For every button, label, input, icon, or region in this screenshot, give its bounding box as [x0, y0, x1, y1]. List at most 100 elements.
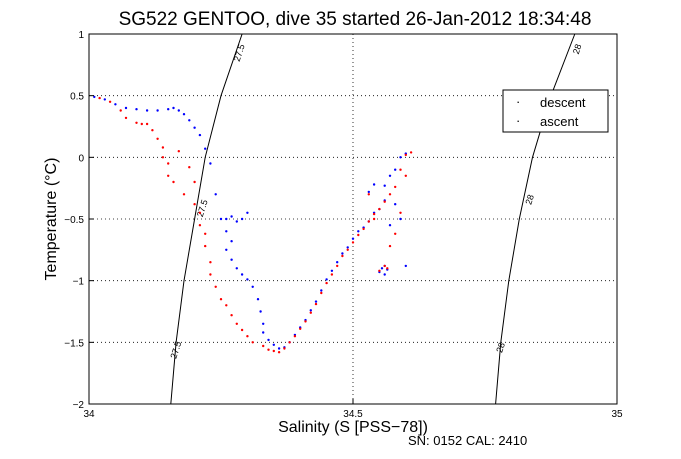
ascent-point [409, 151, 413, 154]
ascent-point [98, 96, 101, 100]
ascent-point [225, 304, 228, 307]
descent-point [204, 147, 207, 150]
ascent-point [325, 281, 328, 285]
ascent-point [341, 254, 344, 258]
contour-label: 27.5 [168, 340, 183, 360]
descent-point [256, 298, 260, 301]
ascent-point [145, 122, 149, 126]
ascent-point [404, 153, 407, 157]
descent-point [251, 285, 254, 288]
ascent-point [140, 122, 143, 126]
ascent-point [204, 244, 207, 248]
descent-point [188, 119, 191, 122]
y-tick-label: −0.5 [64, 215, 84, 226]
ascent-point [209, 273, 212, 276]
ascent-point [198, 224, 202, 227]
descent-point [177, 109, 180, 112]
descent-point [351, 237, 355, 240]
descent-point [209, 162, 212, 165]
x-axis-label: Salinity (S [PSS−78]) [278, 419, 428, 436]
descent-point [341, 252, 344, 255]
descent-point [198, 133, 202, 137]
descent-point [230, 258, 233, 261]
descent-point [93, 95, 96, 99]
ascent-point [272, 349, 275, 353]
ascent-point [320, 291, 323, 295]
descent-point [246, 278, 249, 281]
ascent-point [383, 264, 386, 268]
x-tick-label: 34.5 [343, 409, 363, 420]
ascent-point [283, 347, 286, 350]
contour-label: 28 [494, 341, 507, 354]
descent-point [262, 322, 265, 325]
legend-label-ascent: ascent [540, 114, 579, 129]
ascent-point [299, 327, 302, 330]
ascent-point [399, 168, 402, 171]
data-series [93, 95, 413, 354]
x-tick-label: 34 [83, 409, 95, 420]
descent-point [182, 113, 186, 116]
series-descent [93, 95, 407, 350]
y-tick-label: 0 [78, 153, 84, 164]
ascent-point [230, 314, 233, 317]
contour-label: 28 [571, 43, 584, 56]
ascent-point [378, 207, 381, 211]
ascent-point [151, 129, 154, 132]
ascent-point [156, 137, 159, 140]
ascent-point [267, 348, 270, 351]
axis-ticks: 34 34.5 35 −2 −1.5 −1 −0.5 0 0.5 1 [64, 30, 623, 420]
ascent-point [188, 166, 191, 169]
ascent-point [167, 174, 170, 177]
ascent-point [177, 150, 180, 153]
ascent-point [372, 217, 376, 221]
descent-point [336, 261, 339, 264]
ascent-point [182, 193, 186, 196]
ascent-point [336, 264, 339, 268]
descent-point [225, 230, 228, 233]
descent-point [267, 338, 270, 342]
descent-point [145, 109, 149, 112]
ascent-point [277, 351, 281, 354]
ascent-point [119, 109, 122, 112]
descent-point [124, 106, 128, 110]
x-tick-label: 35 [611, 409, 623, 420]
y-axis-label: Temperature (°C) [43, 158, 60, 281]
ascent-point [209, 261, 212, 264]
descent-point [309, 309, 312, 312]
ascent-point [219, 298, 223, 301]
descent-point [240, 273, 244, 276]
ascent-point [388, 244, 392, 248]
descent-point [383, 273, 386, 276]
descent-point [262, 331, 265, 334]
ascent-point [394, 232, 397, 235]
contour-label: 27.5 [232, 43, 247, 63]
density-contour-27.5 [170, 33, 243, 405]
ascent-point [198, 211, 202, 214]
y-tick-label: −2 [73, 400, 85, 411]
ascent-point [388, 193, 392, 196]
ascent-point [383, 200, 386, 203]
ascent-point [135, 121, 138, 125]
legend-label-descent: descent [540, 95, 586, 110]
ascent-point [394, 185, 397, 189]
legend-marker-ascent: · [516, 113, 520, 128]
ascent-point [330, 273, 334, 276]
contour-label: 28 [523, 193, 536, 206]
descent-point [259, 310, 262, 313]
descent-point [156, 109, 159, 112]
descent-point [372, 183, 376, 186]
ascent-point [240, 328, 244, 332]
descent-point [172, 106, 175, 110]
ascent-point [346, 248, 349, 251]
ascent-point [357, 233, 360, 237]
legend: · descent · ascent [502, 89, 609, 133]
ascent-point [367, 220, 370, 223]
ascent-point [235, 322, 238, 325]
descent-point [314, 300, 318, 303]
descent-point [219, 217, 223, 221]
ascent-point [367, 193, 370, 196]
ascent-point [288, 341, 291, 344]
descent-point [193, 126, 196, 129]
series-ascent [98, 96, 413, 354]
